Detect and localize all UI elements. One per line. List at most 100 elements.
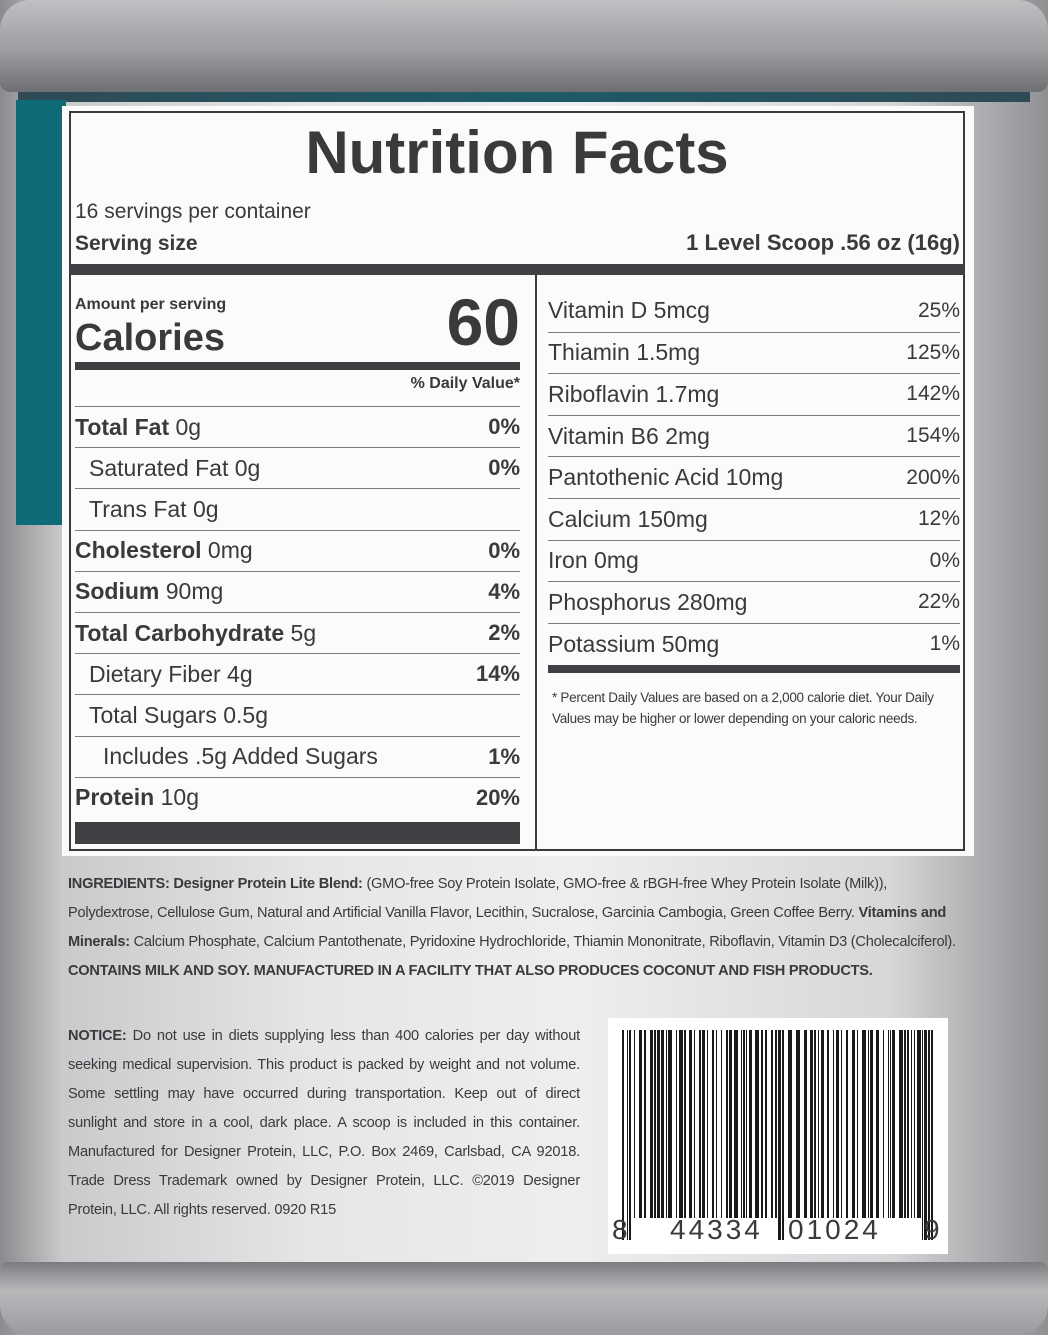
vitamin-row: Vitamin D 5mcg 25% <box>548 290 960 332</box>
vitamin-dv: 0% <box>929 548 960 572</box>
vitamin-row: Calcium 150mg 12% <box>548 498 960 540</box>
barcode-digit: 01024 <box>788 1214 881 1245</box>
nutrient-left: Sodium 90mg <box>75 578 223 605</box>
bar-line <box>911 1030 912 1218</box>
bar-line <box>818 1030 819 1218</box>
vitamin-dv: 142% <box>906 382 960 406</box>
nutrient-amount: 90mg <box>165 578 224 605</box>
bar-line <box>827 1030 829 1218</box>
label-panel <box>62 106 974 856</box>
nutrient-row: Sodium 90mg 4% <box>75 570 520 612</box>
vitamin-left: Calcium 150mg <box>548 506 708 533</box>
nutrient-amount: 5g <box>290 619 317 646</box>
nutrient-dv: 0% <box>488 455 520 481</box>
vitamin-row: Iron 0mg 0% <box>548 539 960 582</box>
nutrition-box <box>69 111 965 851</box>
bar-line <box>841 1030 842 1218</box>
barcode-digit: 9 <box>924 1214 943 1245</box>
bar-line <box>917 1030 921 1218</box>
bar-line <box>644 1030 646 1218</box>
bar-line <box>892 1030 895 1218</box>
can-rim <box>0 0 1048 92</box>
vitamin-dv: 200% <box>906 465 960 489</box>
bar-line <box>650 1030 653 1218</box>
nutrient-dv: 0% <box>488 414 520 439</box>
vitamin-amount: 10mg <box>725 464 784 491</box>
nutrient-dv: 0% <box>488 537 520 563</box>
bar-line <box>657 1030 660 1218</box>
bar-line <box>924 1030 927 1240</box>
bar-line <box>821 1030 824 1218</box>
bar-line <box>684 1030 686 1218</box>
nutrient-left: Cholesterol 0mg <box>75 537 253 564</box>
bar-line <box>627 1030 628 1240</box>
vitamin-name: Vitamin B6 <box>548 422 659 449</box>
bar-line <box>778 1030 781 1240</box>
vitamin-left: Potassium 50mg <box>548 631 719 658</box>
bar-line <box>833 1030 834 1218</box>
barcode-digit: 44334 <box>670 1214 763 1245</box>
vitamin-amount: 1.5mg <box>636 339 701 366</box>
bar-line <box>694 1030 695 1218</box>
nutrient-amount: 10g <box>160 784 199 811</box>
nutrient-left: Protein 10g <box>75 784 199 811</box>
nutrient-amount: 4g <box>227 660 253 687</box>
nutrient-row: Cholesterol 0mg 0% <box>75 529 520 571</box>
serving-size-label: Serving size <box>75 232 198 255</box>
bar-line <box>721 1030 722 1218</box>
bar-line <box>868 1030 869 1218</box>
bar-line <box>639 1030 642 1218</box>
vitamin-amount: 5mcg <box>653 297 710 324</box>
calories-label: Calories <box>75 317 225 359</box>
vitamin-dv: 22% <box>917 590 960 614</box>
bar-line <box>788 1030 792 1218</box>
ingredients-part: (GMO-free Soy Protein Isolate, GMO-free … <box>68 876 888 921</box>
nutrient-row: Total Carbohydrate 5g 2% <box>75 612 520 653</box>
bar-line <box>755 1030 759 1218</box>
bar-line <box>699 1030 701 1218</box>
vitamin-name: Calcium <box>548 505 632 532</box>
nutrient-left: Saturated Fat 0g <box>75 455 260 482</box>
bar-line <box>862 1030 866 1218</box>
nutrient-name: Total Sugars <box>89 701 217 728</box>
vitamin-row: Potassium 50mg 1% <box>548 622 960 665</box>
bar-line <box>741 1030 742 1218</box>
nutrient-name: Total Fat <box>75 413 170 440</box>
nutrient-name: Cholesterol <box>75 537 202 564</box>
vitamin-name: Thiamin <box>548 339 630 366</box>
bar-line <box>782 1030 784 1240</box>
nutrient-row: Saturated Fat 0g 0% <box>75 447 520 488</box>
bar-line <box>888 1030 889 1218</box>
bar-line <box>870 1030 873 1218</box>
bar-line <box>846 1030 848 1218</box>
vitamin-amount: 280mg <box>677 588 748 615</box>
bar-line <box>761 1030 763 1218</box>
nutrient-dv: 2% <box>488 620 520 645</box>
can-bottom <box>0 1262 1048 1335</box>
thick-rule <box>70 264 964 275</box>
bar-line <box>743 1030 745 1218</box>
nutrient-row: Total Fat 0g 0% <box>75 406 520 447</box>
amount-per-serving: Amount per serving <box>75 296 227 313</box>
nutrient-amount: 0mg <box>207 537 253 564</box>
bottom-bar <box>75 822 520 844</box>
bar-line <box>890 1030 891 1218</box>
vitamin-dv: 125% <box>906 340 960 364</box>
bar-line <box>622 1030 624 1240</box>
vitamin-left: Thiamin 1.5mg <box>548 339 700 366</box>
nutrient-amount: 0g <box>234 454 261 481</box>
vitamin-name: Phosphorus <box>548 588 671 615</box>
vitamin-left: Riboflavin 1.7mg <box>548 381 719 408</box>
vitamin-dv: 25% <box>917 298 960 322</box>
nutrient-row: Total Sugars 0.5g <box>75 694 520 735</box>
bar-line <box>676 1030 677 1218</box>
vitamin-left: Vitamin D 5mcg <box>548 297 710 324</box>
vitamin-rule <box>548 665 960 673</box>
nutrient-dv: 4% <box>488 578 520 604</box>
nutrient-left: Total Carbohydrate 5g <box>75 620 316 647</box>
nutrient-amount: 0.5g <box>223 701 269 728</box>
nutrient-row: Includes .5g Added Sugars 1% <box>75 735 520 777</box>
serving-size-value: 1 Level Scoop .56 oz (16g) <box>686 230 960 255</box>
vitamin-name: Iron <box>548 547 588 574</box>
nutrient-row: Trans Fat 0g <box>75 488 520 529</box>
